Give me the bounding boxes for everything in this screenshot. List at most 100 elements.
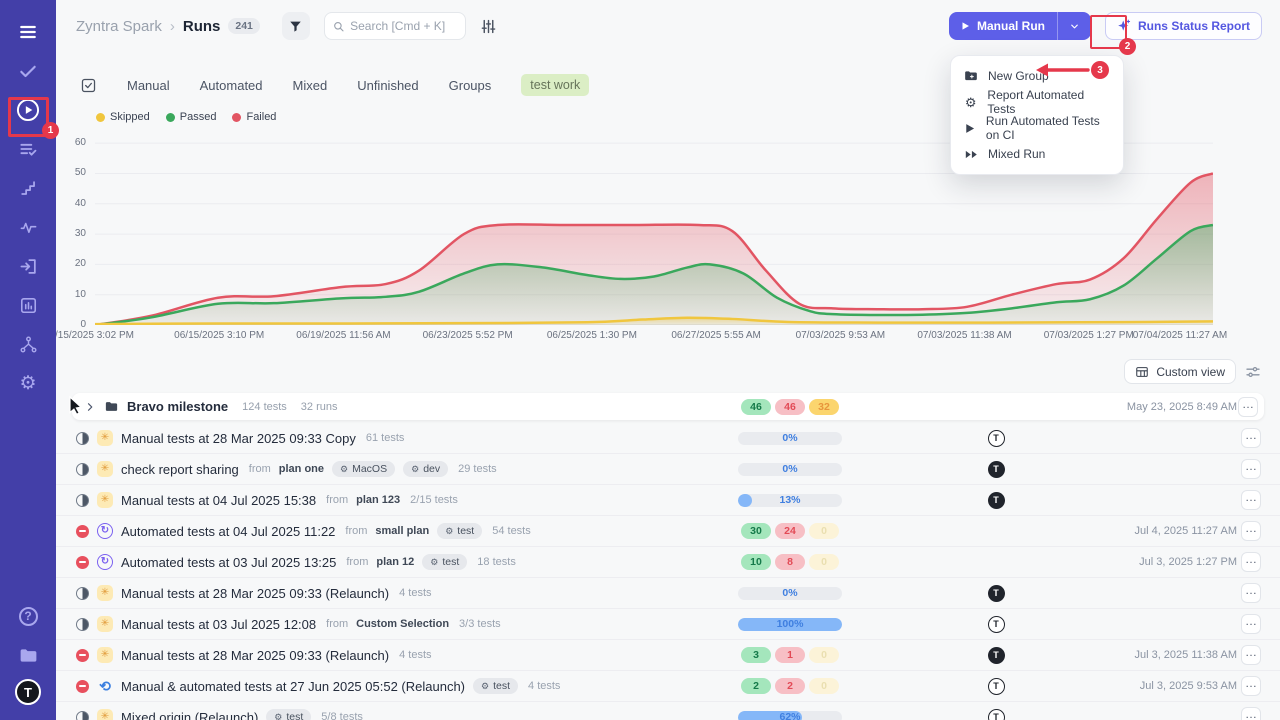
row-actions-button[interactable]: …: [1241, 552, 1261, 572]
row-actions-button[interactable]: …: [1241, 428, 1261, 448]
assignee-avatar[interactable]: T: [987, 677, 1005, 695]
row-actions-button[interactable]: …: [1241, 676, 1261, 696]
select-all-icon[interactable]: [80, 77, 97, 94]
plan-name[interactable]: small plan: [375, 525, 430, 537]
failed-pill: 8: [775, 554, 805, 570]
row-actions-button[interactable]: …: [1241, 583, 1261, 603]
from-label: from: [326, 618, 349, 630]
list-check-icon: [20, 143, 37, 156]
failed-pill: 46: [775, 398, 805, 415]
sidebar-item-traceability[interactable]: [8, 331, 48, 357]
tag-filter-chip[interactable]: test work: [521, 74, 590, 96]
legend-item-skipped: Skipped: [96, 111, 150, 123]
assignee-avatar[interactable]: T: [987, 460, 1005, 478]
assignee-avatar[interactable]: T: [987, 708, 1005, 720]
help-icon: ?: [18, 606, 38, 626]
branch-icon: [20, 336, 36, 352]
sidebar-item-runs[interactable]: [8, 97, 48, 123]
search-box[interactable]: [323, 12, 466, 40]
run-row[interactable]: ↻ Automated tests at 03 Jul 2025 13:25 fro…: [56, 547, 1280, 578]
sidebar-avatar[interactable]: T: [8, 679, 48, 707]
sidebar-item-milestones[interactable]: [8, 175, 48, 201]
filter-button[interactable]: [281, 12, 310, 40]
sidebar-item-activity[interactable]: [8, 214, 48, 240]
run-date: Jul 3, 2025 11:38 AM: [1134, 649, 1237, 661]
run-title: Manual & automated tests at 27 Jun 2025 …: [121, 678, 465, 694]
breadcrumb-project[interactable]: Zyntra Spark: [76, 17, 162, 35]
run-row[interactable]: ⟲ Manual & automated tests at 27 Jun 2025…: [56, 671, 1280, 702]
runs-status-report-button[interactable]: Runs Status Report: [1104, 12, 1262, 40]
manual-run-dropdown-button[interactable]: [1056, 12, 1091, 40]
row-actions-button[interactable]: …: [1241, 614, 1261, 634]
gear-icon: ⚙: [481, 680, 490, 691]
row-actions-button[interactable]: …: [1238, 396, 1258, 417]
manual-run-button[interactable]: Manual Run: [948, 12, 1057, 40]
mixed-run-icon: ⟲: [99, 678, 111, 694]
sidebar-menu-button[interactable]: [8, 19, 48, 45]
group-date: May 23, 2025 8:49 AM: [1126, 400, 1237, 413]
legend-item-failed: Failed: [232, 111, 276, 123]
assignee-avatar[interactable]: T: [987, 584, 1005, 602]
custom-view-button[interactable]: Custom view: [1124, 359, 1236, 384]
run-row[interactable]: ↻ Automated tests at 04 Jul 2025 11:22 fro…: [56, 516, 1280, 547]
menu-item-new-group[interactable]: New Group: [951, 63, 1123, 89]
environment-tag[interactable]: ⚙ test: [473, 678, 519, 694]
tab-unfinished[interactable]: Unfinished: [357, 77, 419, 93]
search-input[interactable]: [350, 19, 457, 33]
run-row[interactable]: ✳ Manual tests at 03 Jul 2025 12:08 from Cu…: [56, 609, 1280, 640]
sidebar-item-help[interactable]: ?: [8, 603, 48, 629]
result-column: 62%: [737, 710, 843, 720]
environment-tag[interactable]: ⚙ test: [266, 709, 312, 720]
environment-tag[interactable]: ⚙ test: [422, 554, 468, 570]
assignee-avatar[interactable]: T: [987, 491, 1005, 509]
tab-mixed[interactable]: Mixed: [292, 77, 328, 93]
plan-name[interactable]: Custom Selection: [356, 618, 450, 630]
menu-item-mixed-run[interactable]: Mixed Run: [951, 141, 1123, 167]
run-row[interactable]: ✳ check report sharing from plan one ⚙ MacOS ⚙…: [56, 454, 1280, 485]
tab-manual[interactable]: Manual: [127, 77, 170, 93]
menu-item-report-automated-tests[interactable]: ⚙ Report Automated Tests: [964, 88, 1085, 116]
manual-run-icon: ✳: [97, 616, 113, 632]
result-column: 0%: [737, 431, 843, 445]
assignee-avatar[interactable]: T: [987, 615, 1005, 633]
sidebar-item-tests[interactable]: [8, 58, 48, 84]
tab-groups[interactable]: Groups: [448, 77, 492, 93]
row-actions-button[interactable]: …: [1241, 459, 1261, 479]
passed-pill: 30: [741, 523, 771, 539]
tab-automated[interactable]: Automated: [199, 77, 263, 93]
plan-name[interactable]: plan 123: [356, 494, 401, 506]
steps-icon: [20, 180, 35, 195]
plan-name[interactable]: plan one: [278, 463, 325, 475]
run-row[interactable]: ✳ Manual tests at 28 Mar 2025 09:33 (Rela…: [56, 640, 1280, 671]
assignee-avatar[interactable]: T: [987, 429, 1005, 447]
sidebar-item-reports[interactable]: [8, 292, 48, 318]
row-actions-button[interactable]: …: [1241, 521, 1261, 541]
x-tick-label: 07/03/2025 1:27 PM: [1043, 330, 1134, 341]
sidebar-item-projects[interactable]: [8, 642, 48, 668]
runs-table: Bravo milestone 124 tests 32 runs 46 46 …: [56, 393, 1280, 720]
row-actions-button[interactable]: …: [1241, 490, 1261, 510]
assignee-avatar[interactable]: T: [987, 646, 1005, 664]
run-row[interactable]: ✳ Manual tests at 04 Jul 2025 15:38 from pl…: [56, 485, 1280, 516]
sidebar-item-settings[interactable]: ⚙: [8, 370, 48, 396]
environment-tag[interactable]: ⚙ dev: [403, 461, 449, 477]
run-row[interactable]: ✳ Manual tests at 28 Mar 2025 09:33 (Rela…: [56, 578, 1280, 609]
run-row[interactable]: ✳ Manual tests at 28 Mar 2025 09:33 Copy 6…: [56, 423, 1280, 454]
gear-icon: ⚙: [411, 463, 420, 474]
environment-tag[interactable]: ⚙ test: [437, 523, 483, 539]
search-filters-button[interactable]: [480, 18, 497, 35]
sidebar-item-test-plans[interactable]: [8, 136, 48, 162]
group-runs-count: 32 runs: [300, 400, 338, 413]
sidebar-item-requirements[interactable]: [8, 253, 48, 279]
result-column: 13%: [737, 493, 843, 507]
run-row[interactable]: ✳ Mixed origin (Relaunch) ⚙ test 5/8 tests 62…: [56, 702, 1280, 720]
table-settings-button[interactable]: [1245, 364, 1261, 380]
menu-item-run-automated-tests-on-ci[interactable]: Run Automated Tests on CI: [951, 114, 1123, 142]
row-actions-button[interactable]: …: [1241, 707, 1261, 720]
plan-name[interactable]: plan 12: [376, 556, 415, 568]
environment-tag[interactable]: ⚙ MacOS: [332, 461, 396, 477]
group-row-bravo-milestone[interactable]: Bravo milestone 124 tests 32 runs 46 46 …: [72, 393, 1264, 420]
progress-label: 100%: [776, 617, 804, 630]
row-actions-button[interactable]: …: [1241, 645, 1261, 665]
chevron-right-icon[interactable]: [84, 401, 96, 413]
